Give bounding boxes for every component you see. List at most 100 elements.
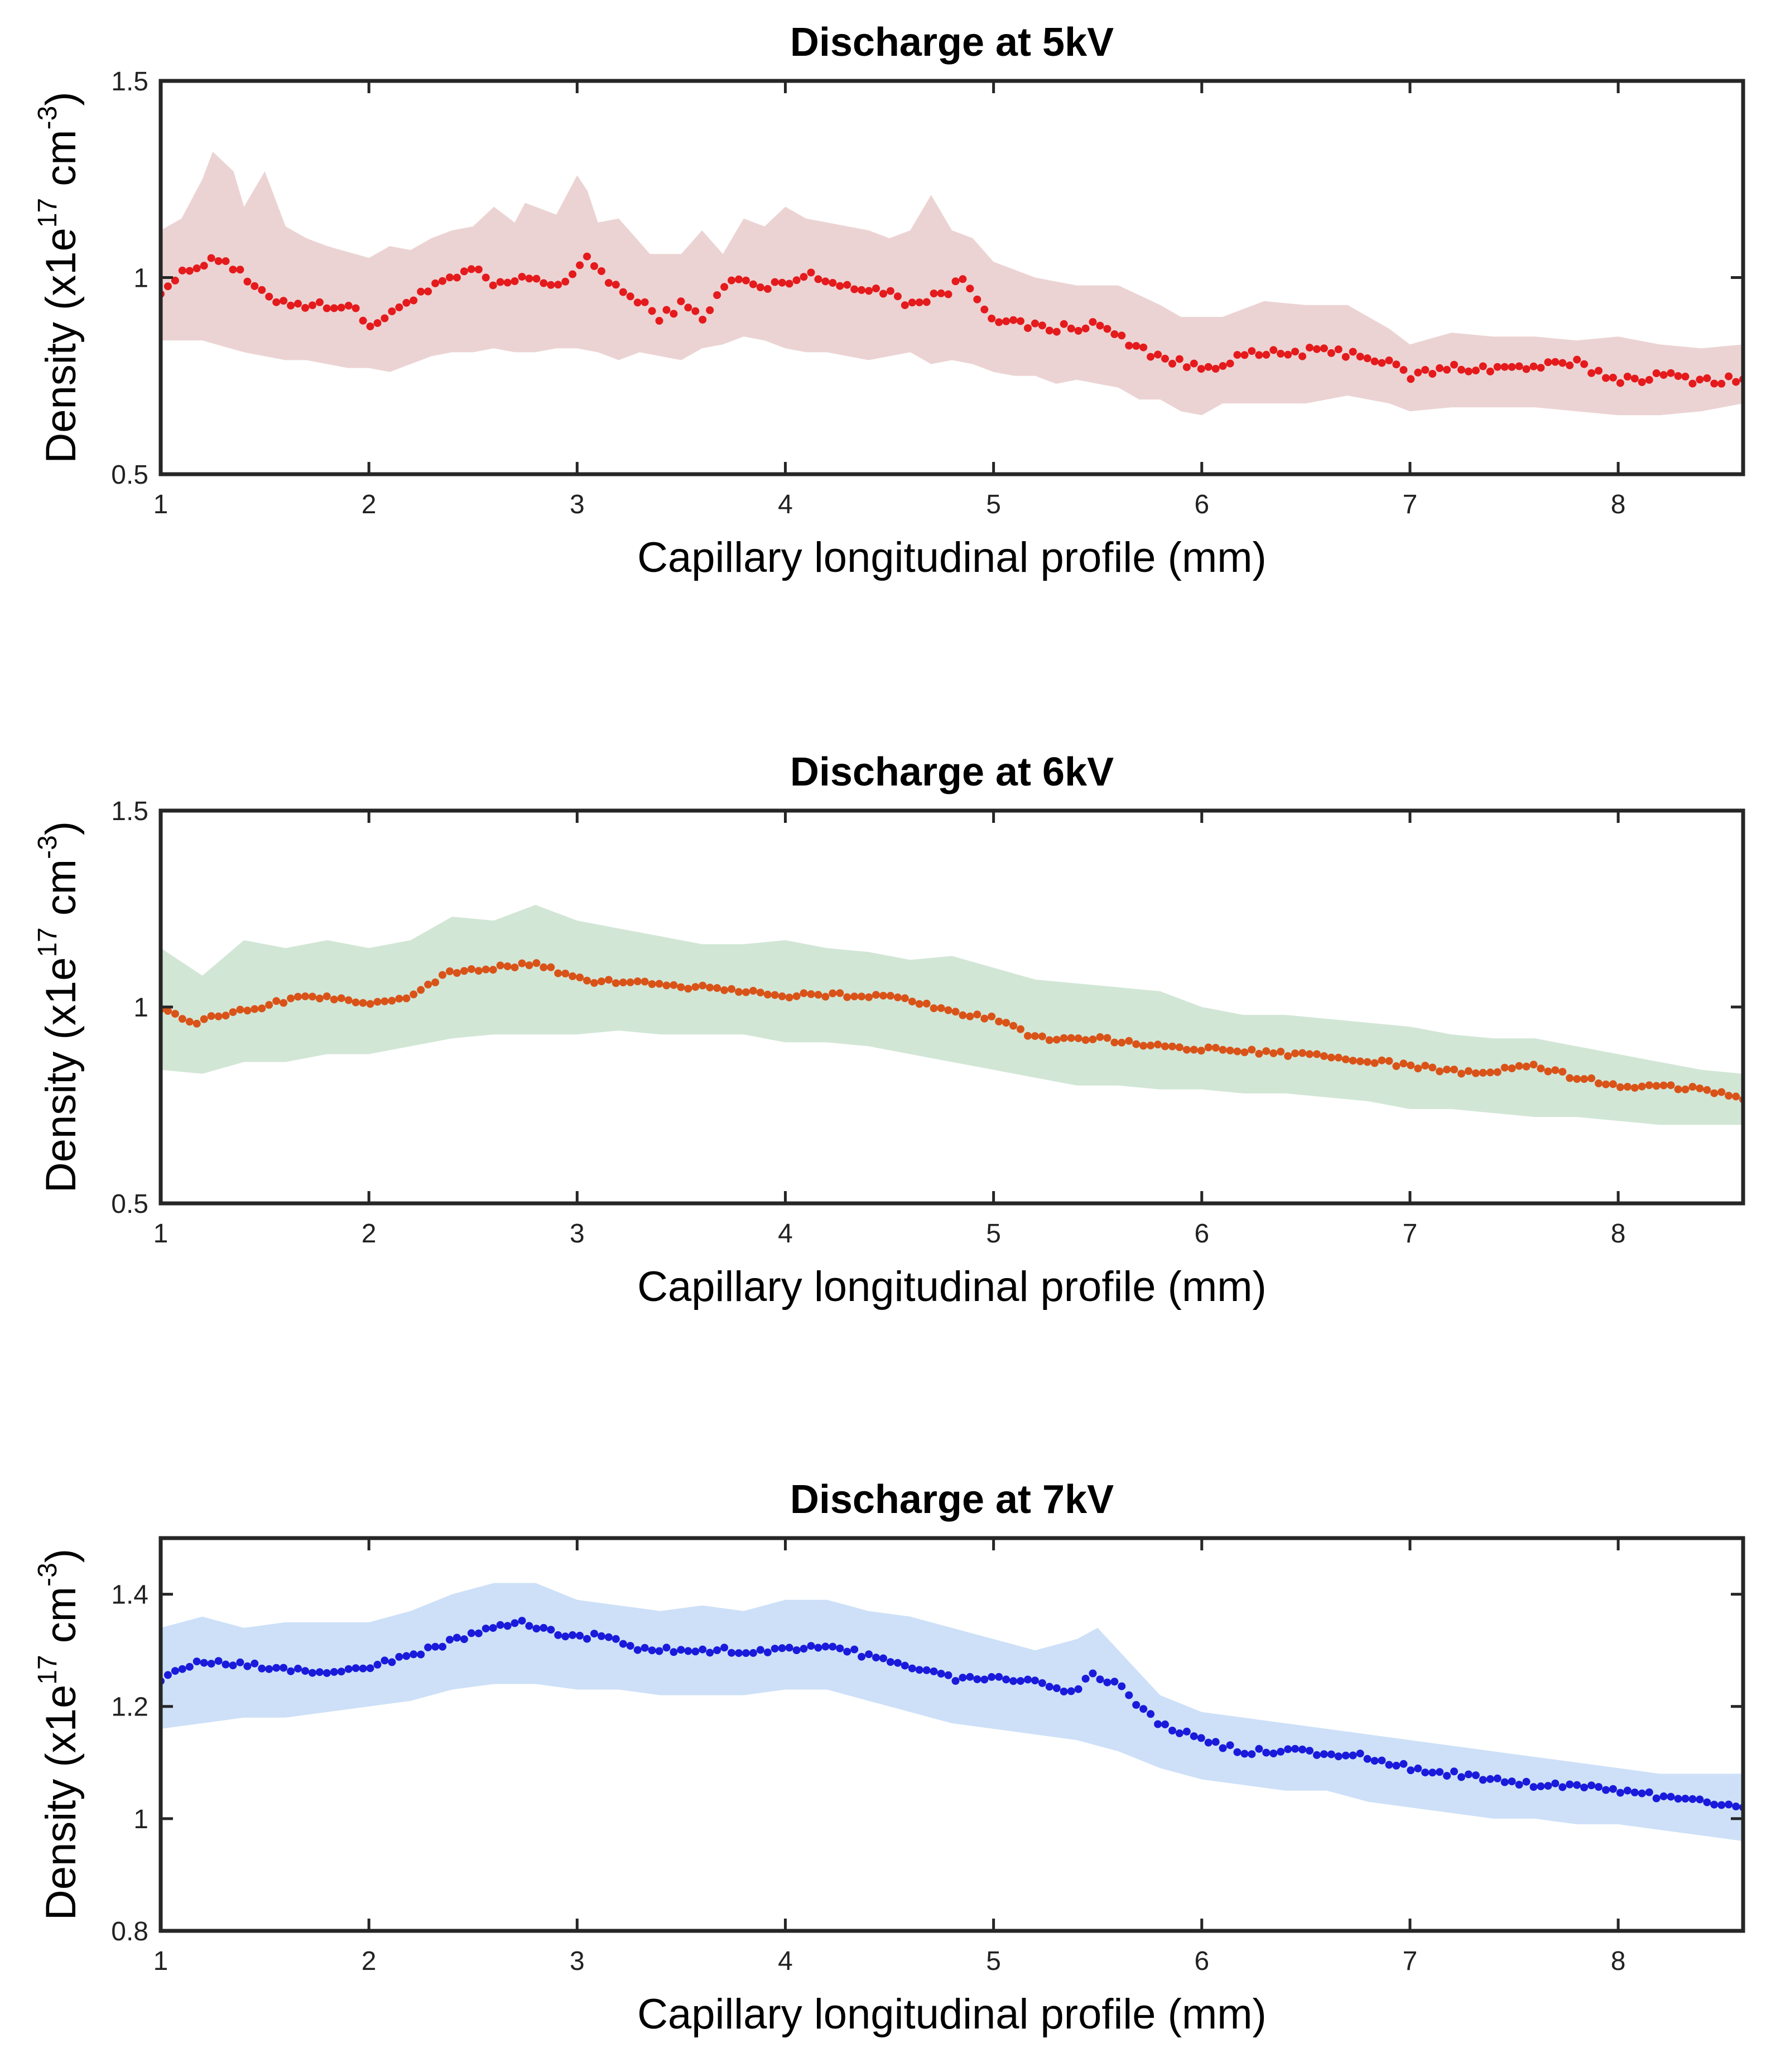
data-point [561,277,570,286]
data-point [893,292,902,301]
data-point [547,281,555,289]
y-tick-label: 0.5 [111,1189,148,1219]
data-point [706,306,714,314]
data-point [966,285,974,293]
data-point [1067,1034,1075,1042]
data-point [1717,1088,1726,1096]
data-point [1638,1082,1646,1091]
data-point [532,274,541,283]
data-point [1414,368,1422,377]
data-point [1681,1085,1690,1093]
data-point [1190,359,1198,368]
uncertainty-band [161,151,1743,416]
data-point [1529,1783,1538,1791]
data-point [1291,1745,1300,1753]
data-point [1638,1789,1646,1798]
data-point [1696,375,1704,384]
data-point [1182,1045,1191,1054]
data-point [1327,1053,1335,1062]
data-point [995,1018,1003,1025]
data-point [604,976,613,984]
x-tick-label: 4 [778,1946,793,1976]
data-point [525,1622,533,1630]
data-point [1522,1777,1531,1786]
data-point [1493,363,1502,371]
data-point [1363,1755,1372,1763]
data-point [439,277,446,285]
data-point [446,273,454,282]
data-point [1566,1074,1574,1082]
data-point [763,1648,772,1656]
data-point [1341,353,1350,361]
data-point [163,1671,172,1679]
data-point [648,980,656,988]
data-point [1103,1678,1111,1686]
data-point [655,1647,663,1655]
data-point [684,985,692,993]
data-point [1652,369,1661,377]
data-point [1110,330,1119,338]
data-point [1132,1701,1141,1709]
data-point [453,273,461,282]
data-point [1074,1685,1082,1693]
data-point [843,993,851,1001]
data-point [171,1667,179,1675]
data-point [1110,1678,1119,1686]
data-point [1573,1075,1581,1083]
data-point [554,1631,562,1639]
data-point [1407,1061,1415,1069]
data-point [937,1004,945,1012]
data-point [901,1661,909,1670]
data-point [178,1665,186,1673]
data-point [576,1631,584,1640]
data-point [915,1666,923,1674]
data-point [1356,1057,1364,1066]
data-point [1630,1083,1639,1092]
data-point [1421,366,1430,374]
x-tick-label: 7 [1403,1219,1418,1249]
data-point [1464,367,1473,375]
data-point [691,1647,700,1656]
uncertainty-band [161,905,1743,1125]
data-point [163,282,172,291]
data-point [431,279,440,287]
data-point [1110,1038,1119,1047]
data-point [1363,354,1372,363]
data-point [1306,1050,1313,1058]
data-point [1659,1792,1668,1800]
data-point [951,1008,960,1016]
data-point [959,1011,967,1019]
data-point [511,277,519,285]
data-point [1017,1677,1024,1685]
x-tick-label: 5 [986,490,1001,519]
data-point [185,267,194,275]
data-point [590,979,598,987]
data-point [1024,1032,1032,1040]
data-point [381,314,389,322]
data-point [1226,1741,1234,1750]
data-point [308,301,316,310]
data-point [1147,353,1155,361]
data-point [908,298,916,307]
data-point [1587,1781,1596,1790]
data-point [1609,1785,1617,1793]
data-point [280,999,288,1007]
data-point [1674,1085,1682,1093]
data-point [1139,1042,1148,1050]
data-point [1161,1042,1169,1051]
data-points [161,1617,1743,1811]
data-point [1450,1066,1458,1074]
data-point [1089,1669,1097,1678]
data-point [315,298,324,306]
data-point [467,265,475,273]
data-point [612,281,620,289]
data-point [604,1633,613,1641]
data-point [1161,354,1169,363]
data-point [1341,1055,1350,1063]
x-tick-label: 1 [153,1219,169,1249]
data-point [626,292,634,301]
data-point [1551,1779,1560,1787]
data-point [1226,359,1234,368]
data-point [821,1642,830,1651]
data-point [1356,1750,1364,1758]
